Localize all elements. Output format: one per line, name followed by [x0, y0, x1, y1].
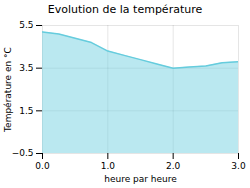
svg-text:−0.5: −0.5 [12, 148, 34, 158]
svg-text:5.5: 5.5 [19, 20, 33, 30]
svg-text:1.5: 1.5 [19, 106, 33, 116]
svg-text:Température en °C: Température en °C [3, 47, 13, 133]
svg-text:1.0: 1.0 [101, 161, 116, 171]
svg-text:3.5: 3.5 [19, 63, 33, 73]
svg-text:0.0: 0.0 [35, 161, 50, 171]
svg-text:3.0: 3.0 [231, 161, 246, 171]
html-text:Evolution de la température: Evolution de la température [47, 3, 203, 16]
svg-text:heure par heure: heure par heure [104, 174, 177, 184]
svg-text:2.0: 2.0 [166, 161, 181, 171]
